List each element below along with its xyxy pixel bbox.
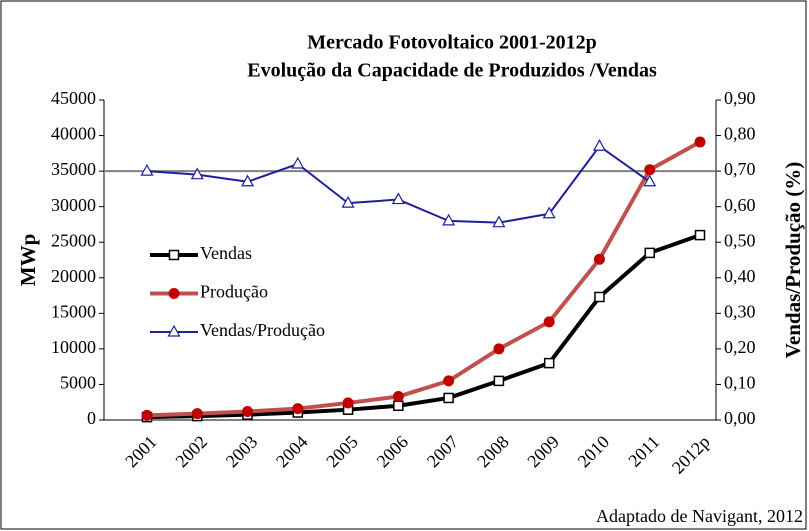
y2-tick-label: 0,90	[724, 88, 756, 108]
y-tick-label: 10000	[51, 337, 96, 357]
point	[443, 392, 454, 404]
y-tick-label: 40000	[51, 124, 96, 144]
series-line	[146, 140, 701, 418]
point	[542, 206, 556, 219]
point	[392, 391, 404, 403]
y2-tick-label: 0,20	[724, 337, 756, 357]
point	[694, 229, 706, 241]
y-tick-label: 30000	[51, 195, 96, 215]
legend-label: Produção	[200, 282, 268, 302]
point	[593, 253, 605, 265]
point	[644, 247, 655, 259]
y-tick-label: 5000	[60, 373, 96, 393]
point	[493, 343, 505, 355]
y2-tick-label: 0,10	[724, 373, 756, 393]
chart-title: Mercado Fotovoltaico 2001-2012p	[307, 32, 597, 54]
point	[592, 138, 606, 151]
point	[291, 156, 305, 169]
y-axis-title: MWp	[16, 234, 40, 287]
y2-tick-label: 0,30	[724, 301, 756, 321]
y2-tick-label: 0,00	[724, 408, 756, 428]
legend-label: Vendas	[200, 243, 252, 263]
point	[393, 400, 404, 412]
point	[191, 408, 203, 420]
y2-tick-label: 0,40	[724, 266, 756, 286]
point	[442, 213, 456, 226]
point	[292, 403, 304, 415]
legend-marker	[168, 288, 180, 299]
legend-label: Vendas/Produção	[200, 320, 325, 340]
point	[140, 163, 154, 176]
legend-marker	[167, 324, 181, 337]
y-tick-label: 0	[87, 408, 96, 428]
annotation: Adaptado de Navigant, 2012	[596, 506, 803, 526]
y-tick-label: 25000	[51, 230, 96, 250]
point	[543, 357, 555, 369]
point	[241, 174, 255, 187]
point	[493, 375, 505, 387]
y2-tick-label: 0,80	[724, 124, 756, 144]
point	[342, 397, 354, 409]
point	[391, 192, 405, 205]
point	[242, 405, 254, 417]
point	[543, 316, 555, 328]
point	[643, 174, 657, 187]
point	[341, 195, 355, 208]
y-tick-label: 45000	[51, 88, 96, 108]
point	[644, 164, 656, 176]
point	[594, 291, 605, 303]
point	[492, 215, 506, 228]
point	[190, 167, 204, 180]
y2-tick-label: 0,50	[724, 230, 756, 250]
series-line	[146, 233, 701, 420]
y2-tick-label: 0,60	[724, 195, 756, 215]
point	[443, 375, 455, 387]
y-tick-label: 15000	[51, 301, 96, 321]
point	[694, 136, 706, 148]
legend-marker	[168, 249, 180, 261]
y2-tick-label: 0,70	[724, 159, 756, 179]
point	[141, 409, 153, 421]
y2-axis-title: Vendas/Produção (%)	[781, 162, 805, 359]
chart-subtitle: Evolução da Capacidade de Produzidos /Ve…	[247, 60, 657, 82]
y-tick-label: 35000	[51, 159, 96, 179]
y-tick-label: 20000	[51, 266, 96, 286]
